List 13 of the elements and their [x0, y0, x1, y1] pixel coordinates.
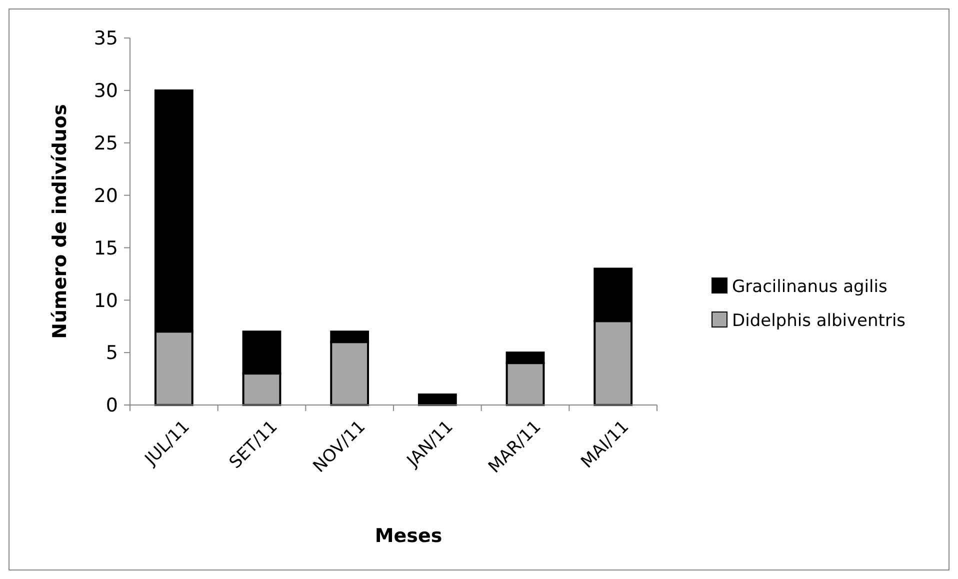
y-tick-label: 10: [94, 290, 118, 312]
y-tick-label: 0: [106, 394, 118, 417]
legend-label: Gracilinanus agilis: [732, 276, 888, 297]
bar: [418, 394, 457, 406]
legend-label: Didelphis albiventris: [732, 310, 906, 331]
x-axis-title: Meses: [374, 525, 442, 547]
y-tick-label: 35: [94, 28, 118, 50]
y-axis-title: Número de indivíduos: [49, 104, 71, 339]
y-tick-label: 30: [94, 80, 118, 102]
y-tick-label: 25: [94, 132, 118, 155]
y-tick-label: 5: [106, 342, 118, 364]
y-tick-label: 20: [94, 184, 118, 207]
y-tick-label: 15: [94, 237, 118, 260]
